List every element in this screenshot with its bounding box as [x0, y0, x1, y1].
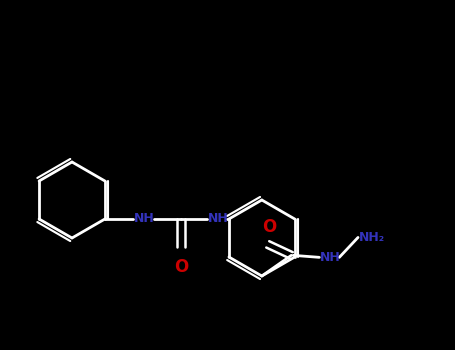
Text: NH: NH: [320, 251, 341, 264]
Text: O: O: [174, 258, 188, 276]
Text: O: O: [263, 218, 277, 236]
Text: NH₂: NH₂: [359, 231, 385, 244]
Text: NH: NH: [134, 212, 155, 225]
Text: NH: NH: [208, 212, 229, 225]
